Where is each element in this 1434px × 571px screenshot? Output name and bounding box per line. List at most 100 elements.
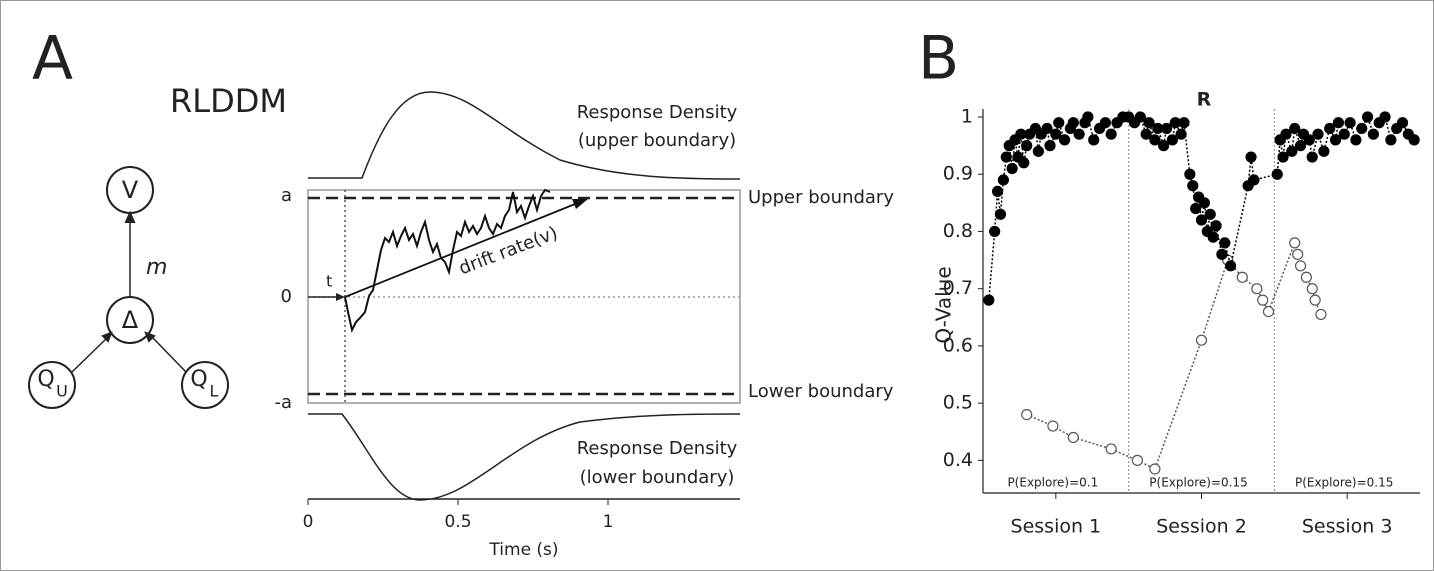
data-point	[1067, 117, 1079, 129]
data-point	[1225, 260, 1237, 272]
data-point	[1131, 454, 1144, 466]
data-point	[1257, 294, 1269, 306]
data-point	[1178, 117, 1190, 129]
data-point	[1251, 283, 1263, 295]
edge-label: m	[146, 255, 167, 280]
ddm-axis: 0 0.5 1	[303, 499, 613, 532]
data-point	[1315, 308, 1327, 321]
data-point	[1271, 168, 1283, 180]
data-point	[1105, 443, 1117, 455]
data-point	[1262, 305, 1275, 318]
node-subscript: U	[56, 382, 68, 401]
y-tick-label: 1	[961, 106, 973, 128]
data-point	[1190, 202, 1202, 215]
y-tick-label: 0.8	[943, 220, 973, 242]
data-point	[1385, 134, 1397, 146]
data-point	[1286, 145, 1298, 157]
y-tick-label: 0.6	[943, 334, 973, 356]
model-title: RLDDM	[170, 82, 287, 120]
data-point	[1306, 151, 1318, 163]
data-point	[1000, 151, 1012, 163]
data-point	[1367, 128, 1379, 140]
data-point	[997, 174, 1009, 186]
data-point	[1356, 122, 1368, 135]
reversal-label: R	[1197, 89, 1212, 111]
data-point	[1158, 140, 1170, 152]
y-axis-label: Q-Value	[932, 266, 956, 343]
boundary-label: Lower boundary	[748, 381, 894, 402]
node-subscript: L	[210, 382, 219, 401]
data-point	[1300, 271, 1312, 283]
data-point	[1289, 122, 1301, 135]
data-point	[1195, 334, 1208, 346]
data-point	[1207, 231, 1219, 243]
x-axis-label: Time (s)	[488, 540, 558, 560]
density-label: (upper boundary)	[578, 130, 736, 151]
data-point	[983, 294, 995, 306]
data-point	[1361, 111, 1374, 123]
data-point	[1318, 145, 1330, 157]
data-point	[1041, 122, 1053, 135]
x-tick-label: Session 1	[1011, 516, 1102, 538]
density-label: Response Density	[577, 438, 738, 459]
data-point	[1204, 208, 1216, 220]
data-point	[1021, 140, 1033, 152]
data-point	[1324, 122, 1336, 135]
data-point	[1408, 134, 1420, 146]
data-point	[1210, 220, 1222, 232]
data-point	[1289, 237, 1301, 249]
data-point	[1082, 111, 1094, 123]
data-point	[1292, 248, 1304, 260]
y-tick-label: 0.9	[943, 163, 973, 185]
density-label: (lower boundary)	[580, 467, 735, 488]
ddm-illustration	[307, 91, 741, 501]
data-point	[1294, 140, 1307, 152]
data-point	[1105, 128, 1117, 140]
data-point	[1280, 128, 1292, 140]
boundary-tick: 0	[281, 286, 292, 307]
data-point	[1338, 128, 1350, 140]
data-point	[1306, 283, 1318, 295]
data-point	[1134, 111, 1146, 123]
data-point	[1088, 134, 1100, 146]
boundary-tick: -a	[274, 392, 292, 413]
x-tick-label: Session 2	[1156, 516, 1247, 538]
y-tick-label: 0.5	[943, 392, 973, 414]
data-point	[1006, 162, 1018, 175]
panel-label: A	[32, 24, 73, 94]
data-point	[1053, 117, 1065, 129]
data-point	[1379, 111, 1391, 123]
data-point	[1160, 122, 1173, 135]
data-point	[1184, 168, 1196, 180]
node-label: Q	[190, 367, 207, 392]
data-point	[1149, 463, 1161, 475]
data-point	[1021, 408, 1033, 421]
data-point	[1236, 271, 1248, 283]
q-value-plot: 0.4 0.5 0.6 0.7 0.8 0.9 1 Session 1 P(Explore)=0…	[943, 106, 1420, 538]
x-tick-label: 0	[303, 512, 314, 532]
data-point	[1396, 117, 1409, 129]
x-tick-label: Session 3	[1302, 516, 1393, 538]
data-point	[1195, 214, 1208, 226]
data-point	[1050, 128, 1062, 140]
panel-label: B	[918, 24, 959, 94]
data-point	[1344, 117, 1356, 129]
boundary-label: Upper boundary	[748, 187, 894, 208]
data-point	[1198, 197, 1211, 209]
data-point	[1303, 134, 1315, 146]
data-point	[1294, 260, 1307, 272]
data-point	[1044, 140, 1056, 152]
data-point	[1329, 134, 1342, 146]
data-point	[1166, 134, 1178, 146]
boundary-tick: a	[281, 185, 292, 206]
node-label: Q	[37, 367, 54, 392]
data-point	[1143, 117, 1155, 129]
data-point	[991, 185, 1004, 197]
data-point	[1277, 151, 1289, 163]
data-point	[1187, 180, 1199, 192]
data-point	[989, 225, 1001, 238]
data-point	[1047, 420, 1059, 432]
data-point	[1216, 248, 1228, 260]
data-point	[1332, 117, 1345, 129]
